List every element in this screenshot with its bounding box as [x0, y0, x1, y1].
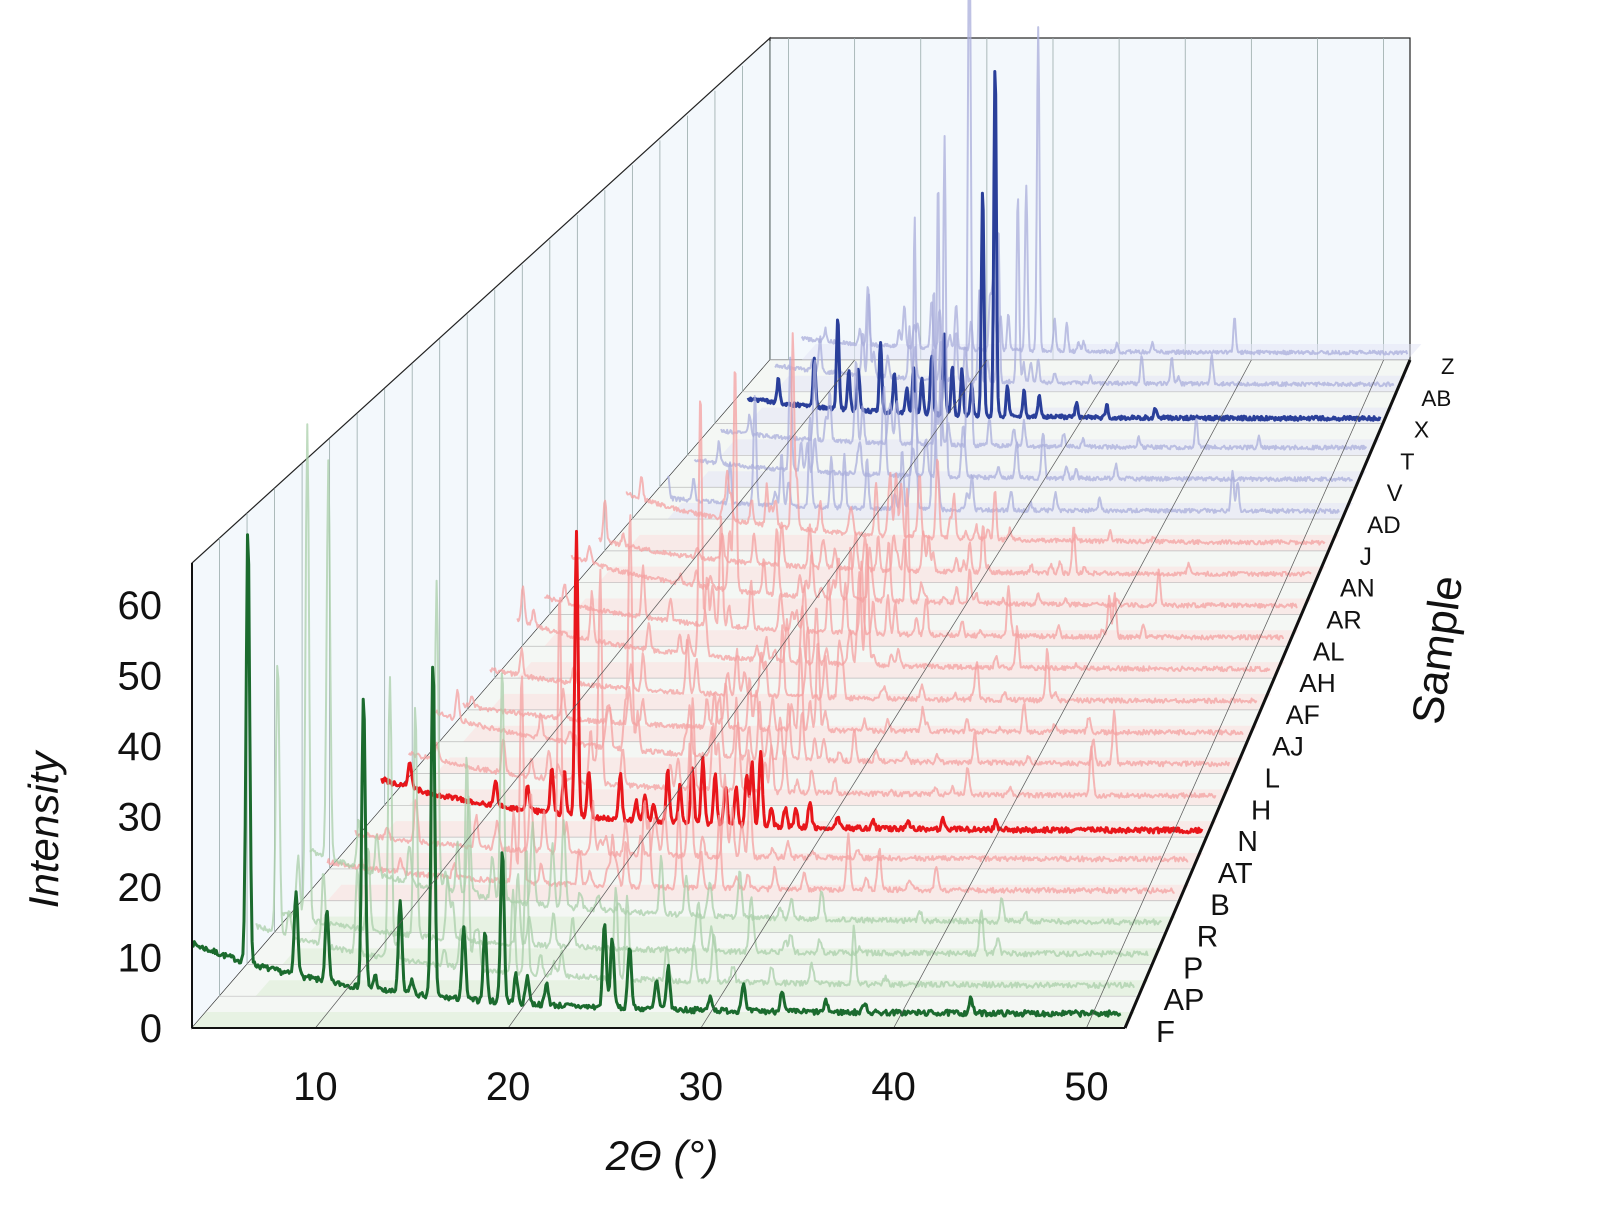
y-tick-labels: 0 10 20 30 40 50 60: [118, 584, 163, 1051]
trace-an: [597, 499, 1312, 578]
sample-label: N: [1237, 826, 1258, 858]
trace-h: [407, 568, 1217, 799]
sample-band-v: [694, 471, 1367, 488]
y-tick-label: 20: [118, 866, 163, 910]
trace-z: [800, 26, 1409, 356]
sample-label: J: [1360, 544, 1372, 571]
sample-band-j: [625, 534, 1340, 551]
trace-ah: [516, 400, 1271, 673]
sample-label: AR: [1326, 606, 1361, 634]
sample-label: H: [1251, 794, 1271, 825]
trace-f: [191, 533, 1122, 1018]
sample-band-f: [192, 1012, 1136, 1028]
sample-band-at: [354, 852, 1204, 869]
sample-label: Z: [1441, 354, 1454, 379]
floor-depth-gridline: [507, 359, 988, 1029]
x-tick-label: 20: [486, 1065, 531, 1109]
sample-label: AH: [1299, 668, 1336, 698]
sample-band-af: [490, 693, 1272, 710]
sample-label: AT: [1218, 858, 1253, 890]
trace-j: [625, 332, 1326, 546]
sample-label: R: [1197, 921, 1218, 954]
trace-v: [693, 135, 1354, 483]
trace-af: [489, 624, 1258, 705]
x-tick-label: 30: [679, 1065, 724, 1109]
y-tick-label: 10: [118, 937, 163, 981]
x-tick-labels: 10 20 30 40 50: [293, 1065, 1109, 1109]
sample-label: L: [1265, 763, 1280, 794]
x-tick-label: 40: [871, 1065, 916, 1109]
sample-band-al: [544, 630, 1299, 647]
sample-band-b: [327, 884, 1190, 901]
y-tick-label: 60: [118, 584, 163, 628]
trace-l: [434, 514, 1231, 768]
y-tick-label: 40: [118, 725, 163, 769]
z-axis-title: Sample: [1403, 573, 1472, 728]
trace-at: [354, 597, 1189, 863]
y-tick-label: 0: [140, 1007, 162, 1051]
y-tick-label: 50: [118, 655, 163, 699]
y-tick-label: 30: [118, 796, 163, 840]
trace-ar: [570, 371, 1298, 609]
sample-label: P: [1183, 952, 1203, 985]
floor-depth-gridline: [1086, 359, 1384, 1029]
sample-label: AF: [1286, 700, 1320, 730]
sample-label: T: [1400, 448, 1414, 474]
trace-al: [544, 515, 1285, 641]
sample-label: B: [1210, 889, 1230, 922]
sample-band-ar: [571, 598, 1313, 615]
floor-depth-gridline: [700, 359, 1120, 1029]
sample-label: F: [1156, 1014, 1175, 1049]
floor-depth-gridline: [893, 359, 1252, 1029]
trace-layer: [191, 0, 1422, 1029]
sample-band-r: [309, 916, 1177, 933]
x-tick-label: 50: [1064, 1065, 1109, 1109]
floor-depth-gridline: [315, 359, 855, 1029]
z-axis-line: [1123, 359, 1412, 1029]
x-axis-title: 2Θ (°): [605, 1132, 718, 1179]
sample-label: AJ: [1272, 731, 1304, 762]
trace-r: [309, 459, 1163, 926]
sample-label: AB: [1421, 386, 1451, 411]
sample-label: AL: [1313, 638, 1345, 666]
y-axis-title: Intensity: [20, 749, 67, 908]
sample-label: X: [1414, 417, 1429, 443]
trace-ad: [666, 216, 1340, 514]
x-tick-label: 10: [293, 1065, 338, 1109]
sample-label: AD: [1367, 512, 1401, 539]
axes-layer: [191, 359, 1412, 1029]
sample-label: AN: [1340, 575, 1375, 603]
sample-label: AP: [1164, 983, 1205, 1017]
sample-label: V: [1387, 481, 1403, 507]
